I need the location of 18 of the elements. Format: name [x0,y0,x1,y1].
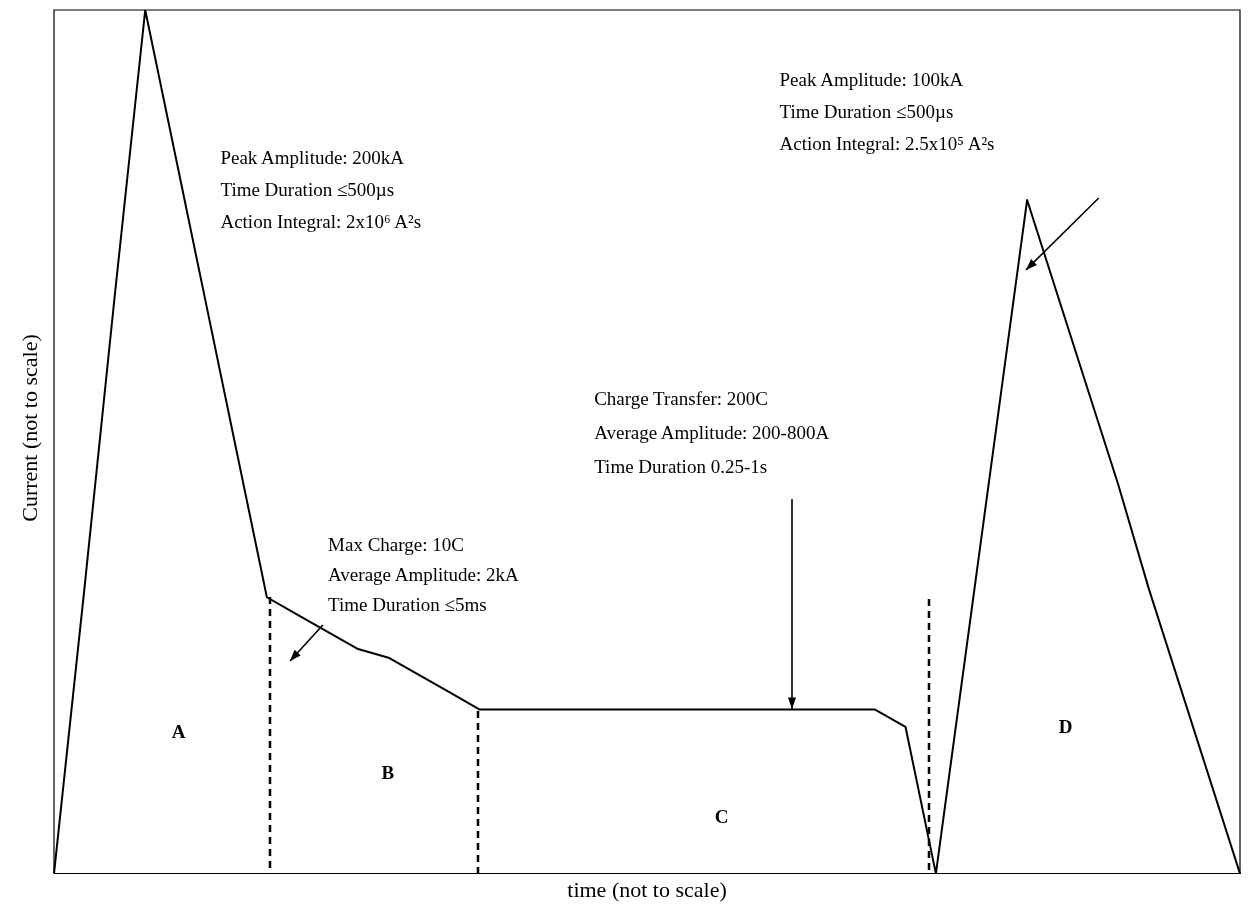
annotation: C [714,805,729,828]
annotation: Time Duration ≤500µs [220,178,395,201]
annotation: Peak Amplitude: 200kA [220,146,405,169]
annotation: Action Integral: 2.5x10⁵ A²s [779,132,995,155]
annotation: Time Duration 0.25-1s [594,455,768,478]
annotation: Action Integral: 2x10⁶ A²s [220,210,422,233]
y-axis-title: Current (not to scale) [17,334,43,522]
x-axis-title: time (not to scale) [567,876,727,902]
annotation: B [381,761,395,784]
annotation: Time Duration ≤5ms [328,593,487,616]
annotation: Charge Transfer: 200C [594,387,768,410]
annotation: Peak Amplitude: 100kA [779,68,964,91]
annotation: A [171,720,186,743]
annotation: D [1058,715,1073,738]
annotation: Average Amplitude: 200-800A [594,421,830,444]
annotation: Time Duration ≤500µs [779,100,954,123]
annotation: Max Charge: 10C [328,533,464,556]
annotation: Average Amplitude: 2kA [328,563,519,586]
